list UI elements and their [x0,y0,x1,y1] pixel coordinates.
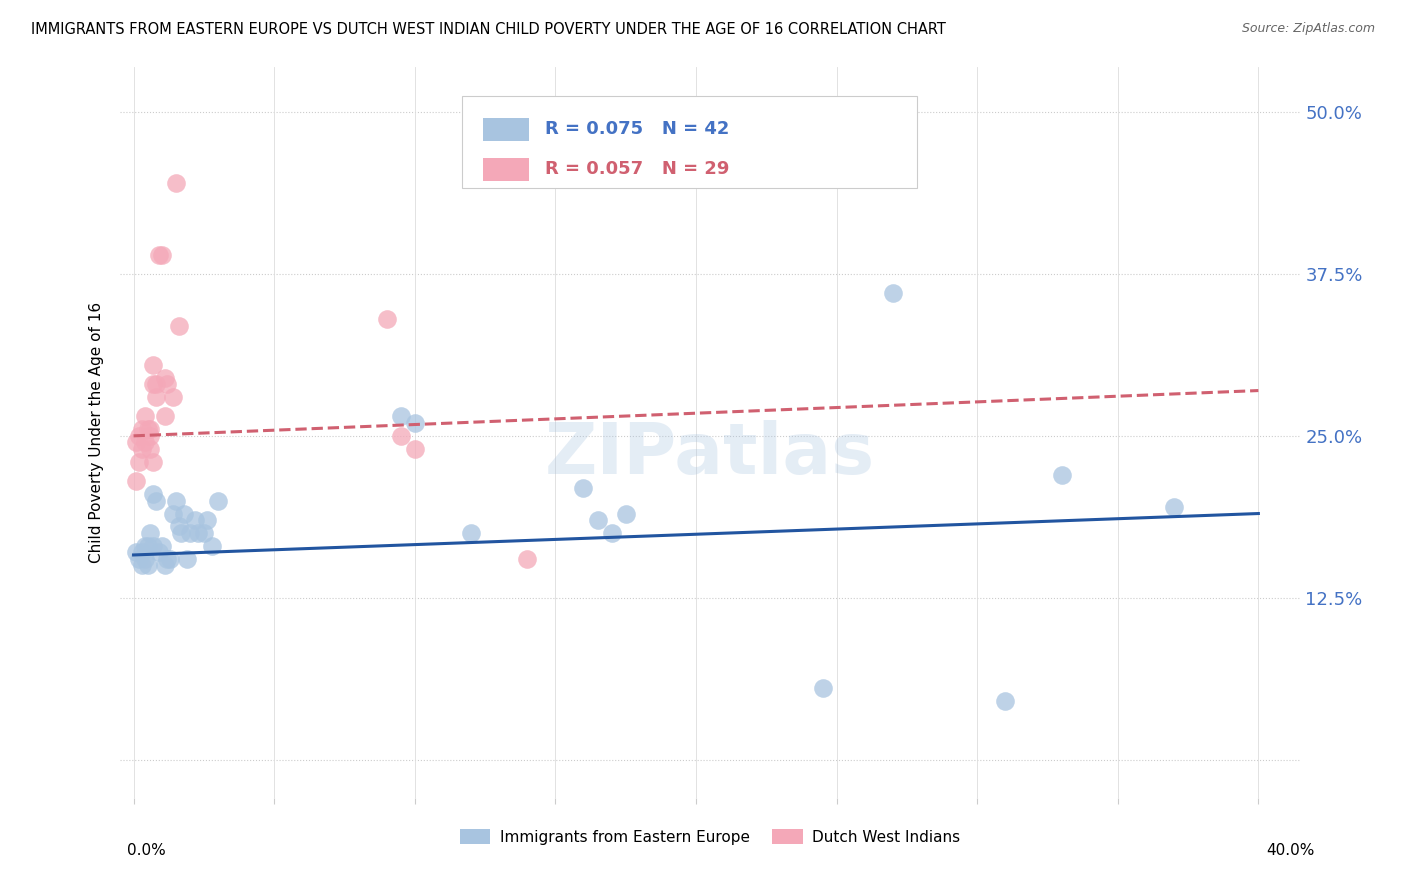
Point [176,552,198,566]
Point [460,525,482,540]
Point [148,545,170,559]
Point [128,552,150,566]
Point [134,539,156,553]
Text: 40.0%: 40.0% [1267,843,1315,858]
FancyBboxPatch shape [484,118,529,141]
Point [134,552,156,566]
Point [145,493,167,508]
Point [586,513,609,527]
Point [162,507,184,521]
Point [165,493,187,508]
Point [136,422,159,436]
Point [134,435,156,450]
Point [193,525,215,540]
Legend: Immigrants from Eastern Europe, Dutch West Indians: Immigrants from Eastern Europe, Dutch We… [454,822,966,851]
Point [572,481,595,495]
Point [1050,467,1073,482]
Point [131,558,153,573]
Point [153,370,176,384]
Point [139,525,162,540]
Point [142,539,165,553]
Point [389,429,412,443]
Point [142,455,165,469]
Point [142,487,165,501]
Text: R = 0.075   N = 42: R = 0.075 N = 42 [544,120,730,138]
Point [128,429,150,443]
Point [134,409,156,424]
Point [195,513,218,527]
Point [139,442,162,456]
Point [167,318,190,333]
Point [131,422,153,436]
Point [600,525,623,540]
Point [125,435,148,450]
Point [1163,500,1185,514]
Point [179,525,201,540]
Point [139,429,162,443]
Point [142,358,165,372]
Point [159,552,181,566]
Point [173,507,195,521]
Point [139,422,162,436]
Point [882,286,904,301]
Point [153,409,176,424]
Point [404,416,426,430]
Point [389,409,412,424]
Point [375,312,398,326]
Point [165,177,187,191]
Point [187,525,209,540]
FancyBboxPatch shape [463,96,917,187]
Point [207,493,229,508]
FancyBboxPatch shape [484,158,529,181]
Point [125,545,148,559]
Text: IMMIGRANTS FROM EASTERN EUROPE VS DUTCH WEST INDIAN CHILD POVERTY UNDER THE AGE : IMMIGRANTS FROM EASTERN EUROPE VS DUTCH … [31,22,946,37]
Point [136,539,159,553]
Point [614,507,637,521]
Point [145,377,167,392]
Point [131,442,153,456]
Point [131,545,153,559]
Point [148,247,170,261]
Point [156,377,179,392]
Point [153,558,176,573]
Text: ZIPatlas: ZIPatlas [546,420,875,489]
Text: Source: ZipAtlas.com: Source: ZipAtlas.com [1241,22,1375,36]
Point [150,539,173,553]
Point [150,247,173,261]
Point [811,681,834,696]
Point [162,390,184,404]
Point [125,474,148,488]
Text: 0.0%: 0.0% [127,843,166,858]
Point [128,455,150,469]
Point [994,694,1017,708]
Point [201,539,224,553]
Point [167,519,190,533]
Point [142,377,165,392]
Point [136,558,159,573]
Point [404,442,426,456]
Point [184,513,207,527]
Y-axis label: Child Poverty Under the Age of 16: Child Poverty Under the Age of 16 [89,302,104,563]
Point [156,552,179,566]
Point [516,552,538,566]
Point [170,525,193,540]
Text: R = 0.057   N = 29: R = 0.057 N = 29 [544,161,730,178]
Point [145,390,167,404]
